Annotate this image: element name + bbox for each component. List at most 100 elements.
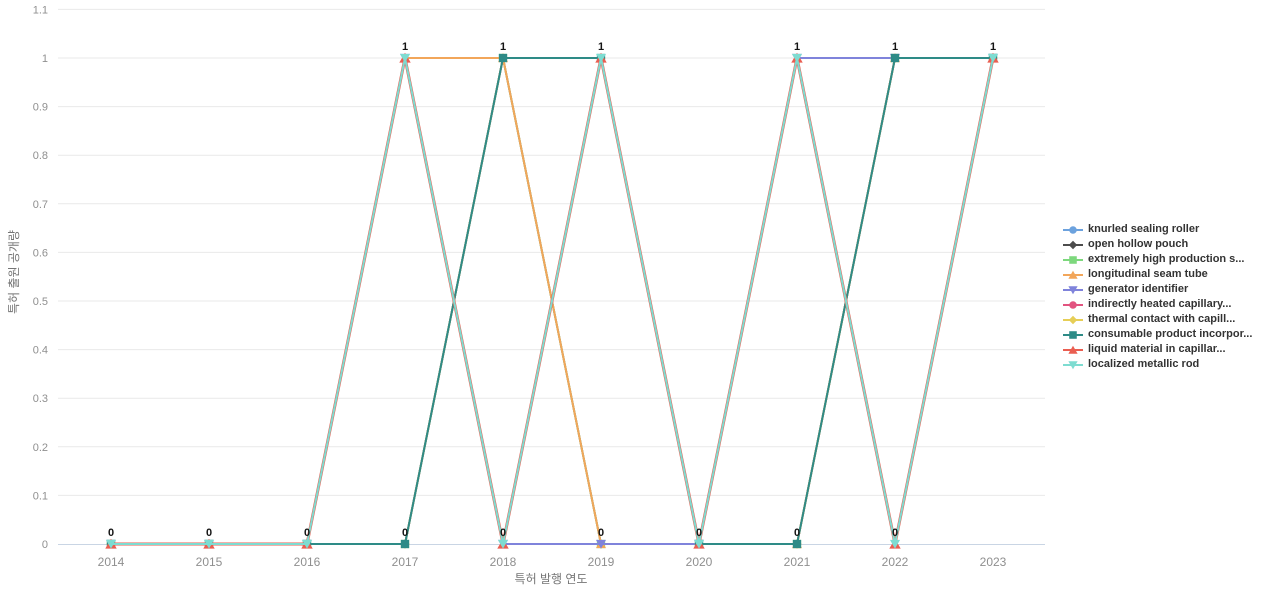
legend-item-longitudinal-seam-tube[interactable]: longitudinal seam tube xyxy=(1062,267,1252,282)
y-tick-label: 0.2 xyxy=(33,442,48,454)
series-marker xyxy=(1068,240,1078,249)
data-label: 1 xyxy=(402,41,408,53)
data-label: 0 xyxy=(108,527,114,539)
series-marker xyxy=(1069,255,1077,264)
series-localized-metallic-rod xyxy=(105,53,999,549)
series-marker xyxy=(987,53,999,63)
legend-marker-icon xyxy=(1063,300,1083,309)
legend-item-extremely-high-production-s[interactable]: extremely high production s... xyxy=(1062,252,1252,267)
series-marker xyxy=(105,539,117,549)
data-labels: 0 0 0 1 0 1 0 1 0 0 1 0 1 0 1 xyxy=(108,41,996,539)
legend: knurled sealing roller open hollow pouch e… xyxy=(1062,222,1252,372)
legend-label: open hollow pouch xyxy=(1088,238,1189,250)
legend-item-knurled-sealing-roller[interactable]: knurled sealing roller xyxy=(1062,222,1252,237)
legend-label: extremely high production s... xyxy=(1088,253,1245,265)
y-axis-tick-labels: 0 0.1 0.2 0.3 0.4 0.5 0.6 0.7 0.8 0.9 1 1.1 xyxy=(33,4,48,551)
x-tick-label: 2017 xyxy=(392,555,419,569)
series-marker xyxy=(400,539,410,549)
legend-marker-icon xyxy=(1063,270,1083,279)
data-label: 0 xyxy=(500,527,506,539)
data-label: 1 xyxy=(990,41,996,53)
x-tick-label: 2016 xyxy=(294,555,321,569)
series-marker xyxy=(1068,345,1078,354)
y-tick-label: 0.4 xyxy=(33,345,48,357)
series-line xyxy=(111,57,994,545)
y-tick-label: 0.1 xyxy=(33,490,48,502)
x-tick-label: 2018 xyxy=(490,555,517,569)
legend-item-consumable-product-incorpor[interactable]: consumable product incorpor... xyxy=(1062,327,1252,342)
legend-marker-icon xyxy=(1063,330,1083,339)
y-axis-title: 특허 출원 공개량 xyxy=(7,230,21,314)
legend-label: thermal contact with capill... xyxy=(1088,313,1236,325)
gridlines xyxy=(58,8,1045,496)
legend-label: localized metallic rod xyxy=(1088,358,1200,370)
legend-item-localized-metallic-rod[interactable]: localized metallic rod xyxy=(1062,357,1252,372)
legend-marker-icon xyxy=(1063,225,1083,234)
series-marker xyxy=(1068,285,1078,294)
legend-item-liquid-material-in-capillar[interactable]: liquid material in capillar... xyxy=(1062,342,1252,357)
x-tick-label: 2019 xyxy=(588,555,615,569)
data-label: 0 xyxy=(206,527,212,539)
x-tick-label: 2015 xyxy=(196,555,223,569)
x-tick-label: 2014 xyxy=(98,555,125,569)
y-tick-label: 0.5 xyxy=(33,296,48,308)
legend-item-open-hollow-pouch[interactable]: open hollow pouch xyxy=(1062,237,1252,252)
x-tick-label: 2023 xyxy=(980,555,1007,569)
legend-label: generator identifier xyxy=(1088,283,1189,295)
legend-marker-icon xyxy=(1063,360,1083,369)
legend-item-thermal-contact-with-capill[interactable]: thermal contact with capill... xyxy=(1062,312,1252,327)
series-marker xyxy=(497,539,509,549)
legend-marker-icon xyxy=(1063,240,1083,249)
series-marker xyxy=(595,53,607,63)
x-tick-label: 2022 xyxy=(882,555,909,569)
data-label: 0 xyxy=(892,527,898,539)
y-tick-label: 0.3 xyxy=(33,393,48,405)
series-marker xyxy=(595,539,607,549)
legend-marker-icon xyxy=(1063,255,1083,264)
series-layer xyxy=(105,52,999,549)
y-tick-label: 1.1 xyxy=(33,4,48,16)
series-marker xyxy=(1068,270,1078,279)
x-axis-tick-labels: 2014 2015 2016 2017 2018 2019 2020 2021 2022 2023 xyxy=(98,555,1007,569)
x-tick-label: 2020 xyxy=(686,555,713,569)
legend-item-indirectly-heated-capillary[interactable]: indirectly heated capillary... xyxy=(1062,297,1252,312)
data-label: 0 xyxy=(696,527,702,539)
data-label: 0 xyxy=(598,527,604,539)
data-label: 0 xyxy=(304,527,310,539)
series-marker xyxy=(1069,330,1077,339)
legend-label: consumable product incorpor... xyxy=(1088,328,1253,340)
legend-label: indirectly heated capillary... xyxy=(1088,298,1232,310)
series-marker xyxy=(1068,360,1078,369)
series-marker xyxy=(1068,315,1078,324)
series-marker xyxy=(301,539,313,549)
series-marker xyxy=(203,539,215,549)
series-marker xyxy=(693,539,705,549)
legend-label: knurled sealing roller xyxy=(1088,223,1200,235)
y-tick-label: 0 xyxy=(42,539,48,551)
series-marker xyxy=(791,53,803,63)
series-marker xyxy=(1069,300,1077,309)
y-tick-label: 0.8 xyxy=(33,150,48,162)
series-marker xyxy=(399,53,411,63)
legend-item-generator-identifier[interactable]: generator identifier xyxy=(1062,282,1252,297)
series-marker xyxy=(792,539,802,549)
y-tick-label: 0.9 xyxy=(33,102,48,114)
legend-label: liquid material in capillar... xyxy=(1088,343,1226,355)
y-tick-label: 1 xyxy=(42,53,48,65)
series-marker xyxy=(889,539,901,549)
series-marker xyxy=(498,53,508,63)
legend-marker-icon xyxy=(1063,285,1083,294)
data-label: 1 xyxy=(500,41,506,53)
y-tick-label: 0.6 xyxy=(33,247,48,259)
data-label: 1 xyxy=(892,41,898,53)
data-label: 0 xyxy=(402,527,408,539)
legend-label: longitudinal seam tube xyxy=(1088,268,1208,280)
x-tick-label: 2021 xyxy=(784,555,811,569)
series-marker xyxy=(1069,225,1077,234)
x-axis-title: 특허 발행 연도 xyxy=(515,571,588,586)
y-tick-label: 0.7 xyxy=(33,199,48,211)
data-label: 1 xyxy=(598,41,604,53)
data-label: 1 xyxy=(794,41,800,53)
